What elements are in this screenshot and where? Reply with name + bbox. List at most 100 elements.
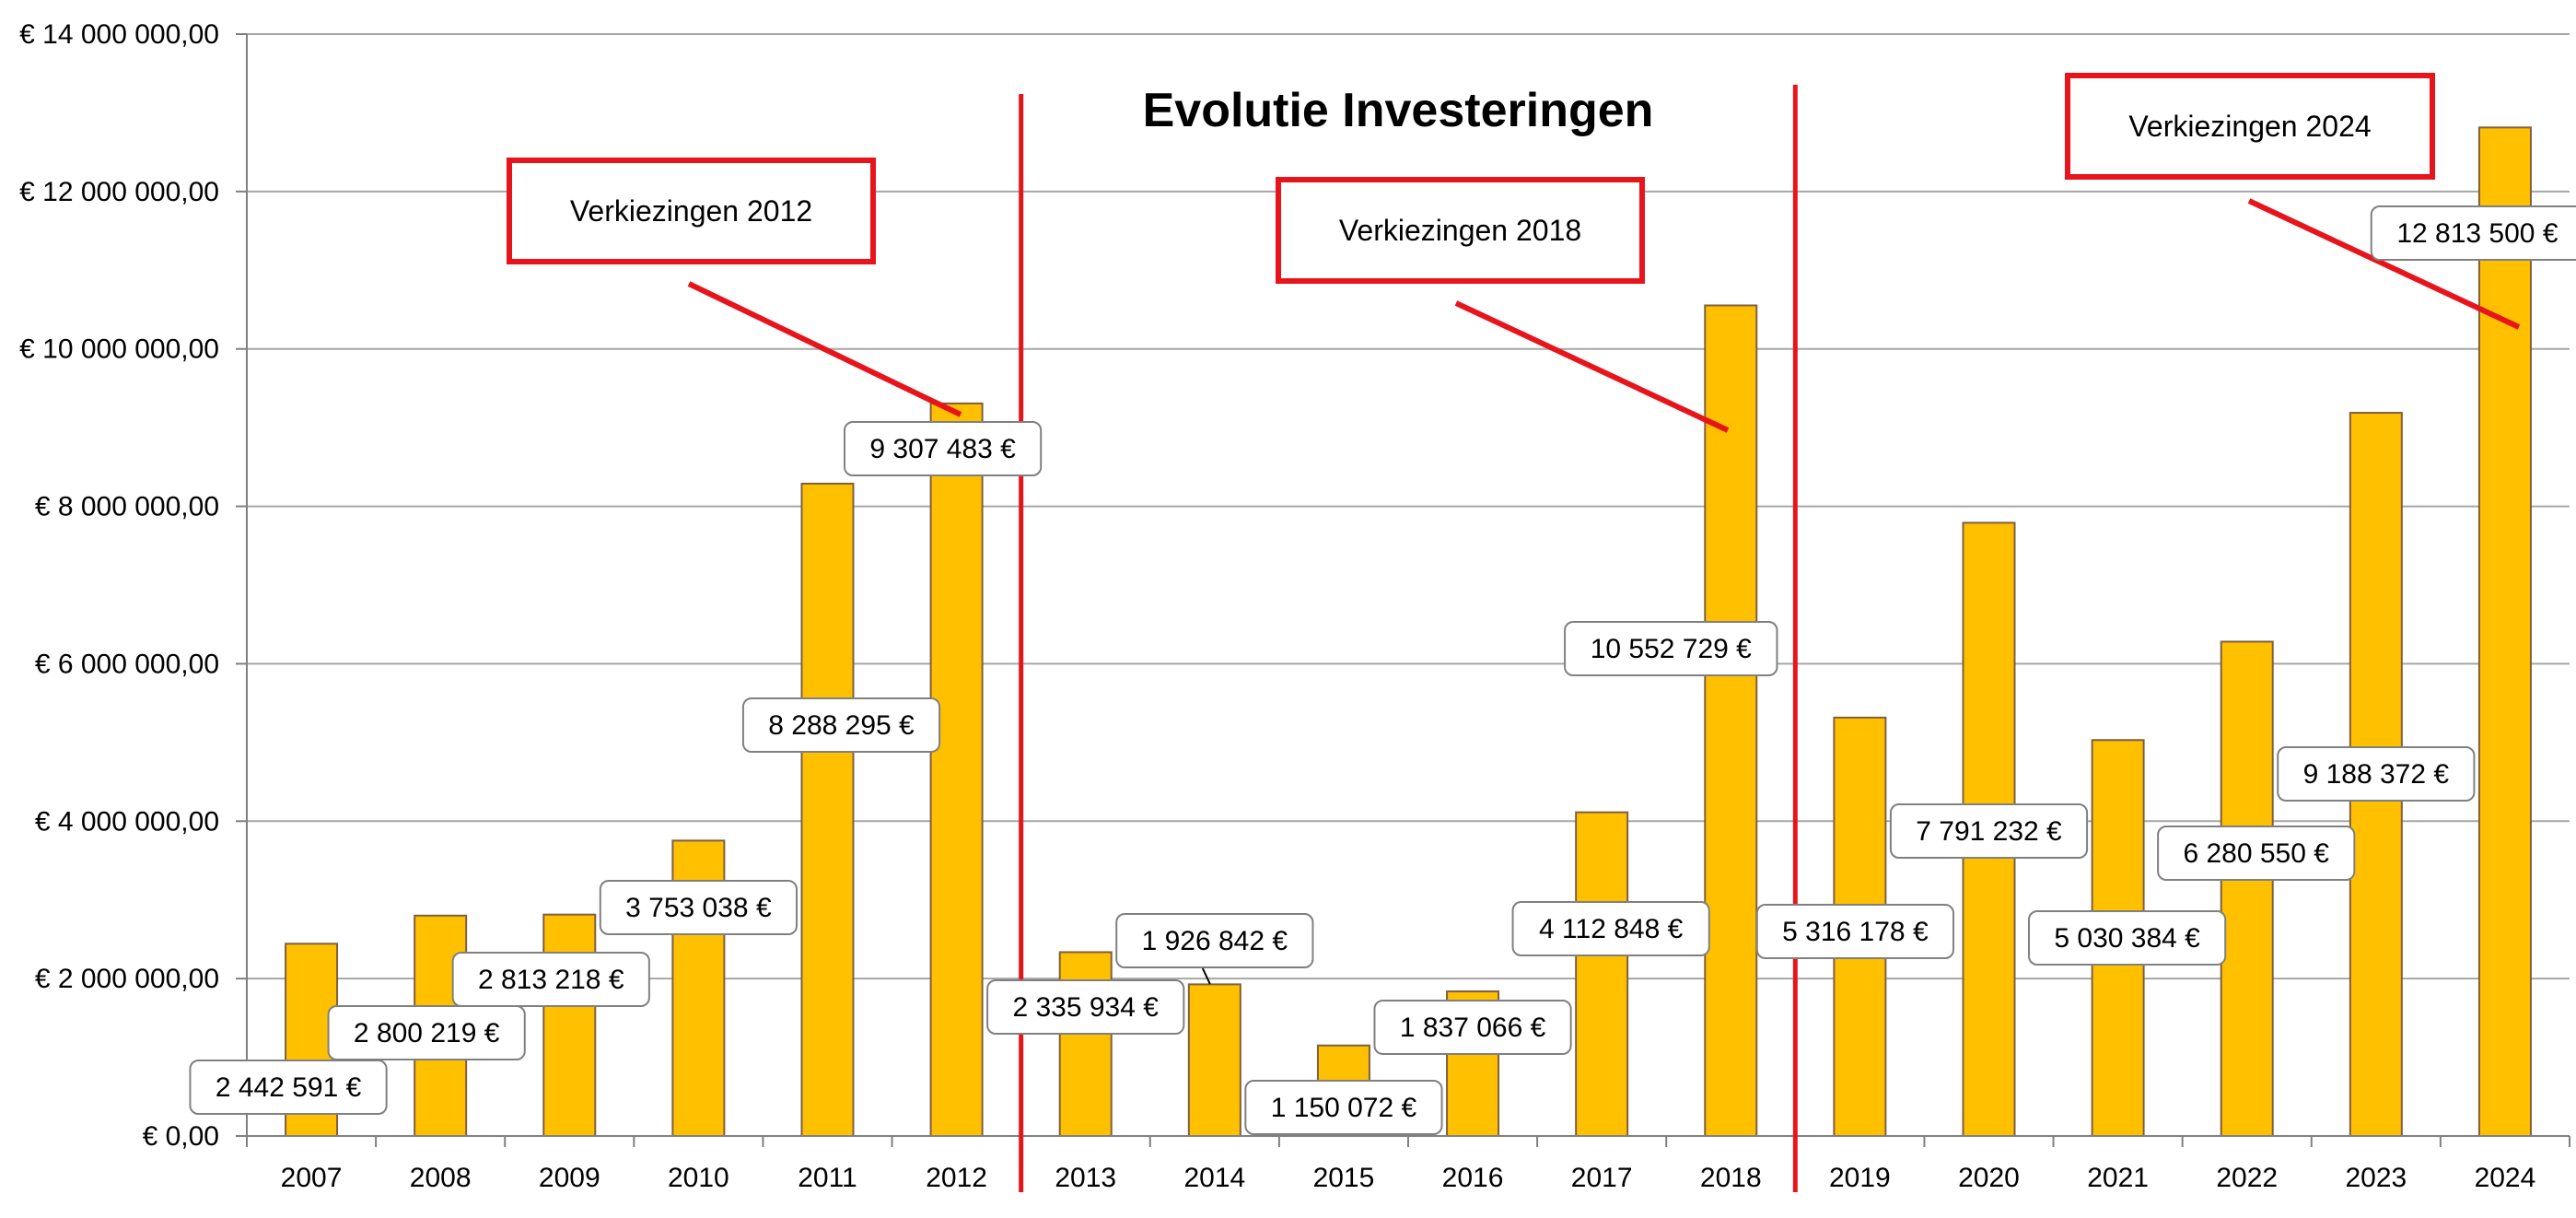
data-label-text: 1 837 066 € <box>1400 1013 1546 1043</box>
data-label-box <box>1511 901 1710 956</box>
data-label-text: 9 188 372 € <box>2303 759 2450 790</box>
data-label-box <box>741 697 941 753</box>
data-label-leader <box>1201 967 1211 985</box>
data-label-box <box>1373 1000 1572 1055</box>
x-tick-label: 2024 <box>2475 1163 2536 1193</box>
y-tick-label: € 10 000 000,00 <box>19 334 219 365</box>
data-label: 2 442 591 € <box>189 1060 388 1115</box>
data-label: 2 335 934 € <box>986 979 1185 1035</box>
data-label-text: 4 112 848 € <box>1539 914 1684 944</box>
data-label-text: 10 552 729 € <box>1591 634 1752 664</box>
data-label-box <box>327 1005 526 1060</box>
chart-title: Evolutie Investeringen <box>1143 84 1654 137</box>
election-callout-pointer <box>687 281 962 417</box>
data-label-text: 5 316 178 € <box>1782 917 1929 947</box>
election-callout-pointer <box>2247 198 2521 330</box>
x-tick-label: 2008 <box>410 1163 472 1193</box>
x-tick-label: 2016 <box>1442 1163 1504 1193</box>
data-label-box <box>2157 826 2356 881</box>
y-tick-label: € 8 000 000,00 <box>35 492 219 522</box>
data-label-box <box>599 880 798 935</box>
bar-2024 <box>2477 126 2532 1138</box>
y-tick-label: € 4 000 000,00 <box>35 806 219 837</box>
data-label: 5 316 178 € <box>1755 904 1954 959</box>
election-callout: Verkiezingen 2024 <box>2065 73 2521 330</box>
data-label-text: 9 307 483 € <box>869 434 1016 464</box>
data-label: 7 791 232 € <box>1889 803 2089 859</box>
data-label: 4 112 848 € <box>1511 901 1710 956</box>
election-callout-label: Verkiezingen 2012 <box>570 194 812 228</box>
data-label-text: 3 753 038 € <box>625 893 772 923</box>
x-tick-label: 2021 <box>2087 1163 2149 1193</box>
data-label: 3 753 038 € <box>599 880 798 935</box>
data-label-box <box>2277 746 2476 802</box>
data-label: 1 837 066 € <box>1373 1000 1572 1055</box>
data-label-box <box>844 421 1043 476</box>
y-tick-label: € 0,00 <box>143 1121 219 1152</box>
data-label: 12 813 500 € <box>2370 205 2576 261</box>
data-label-box <box>2028 910 2227 966</box>
data-label-text: 12 813 500 € <box>2396 218 2558 249</box>
data-label-box <box>451 952 650 1007</box>
data-label: 2 813 218 € <box>451 952 650 1007</box>
bar-2018 <box>1704 304 1758 1137</box>
data-label-box <box>1889 803 2089 859</box>
x-tick-label: 2015 <box>1313 1163 1375 1193</box>
data-label: 10 552 729 € <box>1564 621 1778 676</box>
election-callout-label: Verkiezingen 2018 <box>1339 214 1581 247</box>
bar-2011 <box>800 482 855 1137</box>
x-tick-label: 2013 <box>1055 1163 1116 1193</box>
axes: € 0,00 € 2 000 000,00 € 4 000 000,00 € 6 00… <box>19 19 2570 1193</box>
data-label-text: 1 150 072 € <box>1271 1093 1417 1123</box>
data-label-text: 6 280 550 € <box>2183 838 2329 869</box>
data-label: 9 188 372 € <box>2277 746 2476 802</box>
election-callout-box <box>2065 73 2435 180</box>
election-callout: Verkiezingen 2018 <box>1276 177 1730 433</box>
data-label-box <box>1244 1080 1443 1135</box>
bar-2014 <box>1187 983 1241 1138</box>
bar-2017 <box>1575 811 1629 1137</box>
data-label-text: 5 030 384 € <box>2054 923 2200 954</box>
data-label-box <box>1755 904 1954 959</box>
data-label: 9 307 483 € <box>844 421 1043 476</box>
y-tick-label: € 14 000 000,00 <box>19 19 219 50</box>
data-label-box <box>189 1060 388 1115</box>
data-label: 6 280 550 € <box>2157 826 2356 881</box>
x-tick-label: 2020 <box>1958 1163 2020 1193</box>
election-callout-box <box>1276 177 1645 284</box>
data-label-text: 1 926 842 € <box>1142 926 1288 956</box>
election-callout-pointer <box>1454 300 1730 433</box>
bar-2009 <box>542 913 597 1137</box>
x-tick-label: 2018 <box>1700 1163 1762 1193</box>
x-tick-label: 2011 <box>798 1163 857 1193</box>
x-tick-label: 2007 <box>281 1163 343 1193</box>
data-label-text: 7 791 232 € <box>1916 816 2062 847</box>
data-label: 1 926 842 € <box>1115 913 1314 968</box>
bar-2012 <box>929 402 984 1138</box>
data-label-text: 2 813 218 € <box>478 965 624 995</box>
y-tick-label: € 12 000 000,00 <box>19 177 219 207</box>
y-tick-label: € 2 000 000,00 <box>35 964 219 994</box>
x-tick-label: 2012 <box>926 1163 987 1193</box>
election-callout-label: Verkiezingen 2024 <box>2128 110 2371 143</box>
bars <box>285 126 2532 1138</box>
x-tick-label: 2010 <box>668 1163 729 1193</box>
data-label: 1 150 072 € <box>1244 1080 1443 1135</box>
data-label: 5 030 384 € <box>2028 910 2227 966</box>
bar-2022 <box>2220 640 2274 1137</box>
data-labels: 2 442 591 € 2 800 219 € 2 813 218 € 3 753 0… <box>189 205 2576 1135</box>
data-label: 2 800 219 € <box>327 1005 526 1060</box>
data-label-box <box>1115 913 1314 968</box>
data-label-text: 2 335 934 € <box>1012 992 1159 1023</box>
election-annotations: Verkiezingen 2012 Verkiezingen 2018 Verkie… <box>507 73 2521 1192</box>
data-label-box <box>1564 621 1778 676</box>
data-label-box <box>2370 205 2576 261</box>
y-tick-label: € 6 000 000,00 <box>35 649 219 679</box>
x-tick-label: 2022 <box>2216 1163 2278 1193</box>
data-label: 8 288 295 € <box>741 697 941 753</box>
x-tick-label: 2023 <box>2345 1163 2407 1193</box>
election-callout-box <box>507 158 876 264</box>
data-label-text: 2 442 591 € <box>216 1072 362 1103</box>
data-label-text: 8 288 295 € <box>768 710 915 741</box>
election-callout: Verkiezingen 2012 <box>507 158 962 417</box>
